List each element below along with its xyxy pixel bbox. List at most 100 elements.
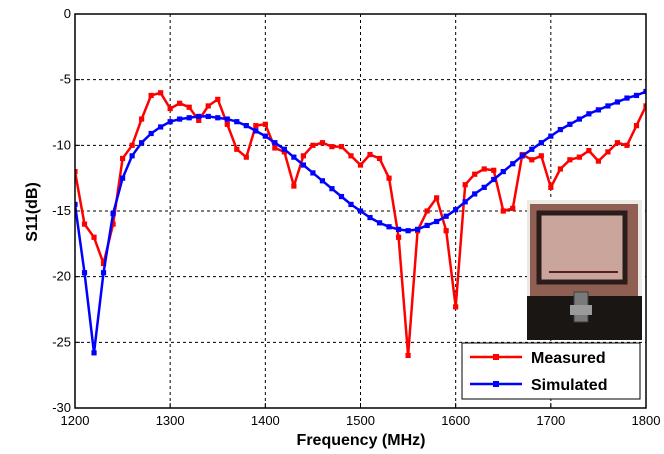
legend-measured-marker — [493, 354, 499, 360]
inset-connector-nut — [570, 305, 592, 315]
measured-point — [148, 92, 154, 99]
simulated-point — [119, 175, 126, 181]
measured-point — [139, 116, 145, 122]
simulated-point — [272, 140, 278, 146]
inset-photo — [527, 200, 642, 340]
simulated-point — [405, 228, 411, 234]
measured-point — [557, 166, 563, 172]
series-layer — [75, 88, 646, 359]
x-tick-label: 1200 — [61, 413, 90, 428]
simulated-point — [281, 146, 287, 152]
simulated-point — [253, 128, 259, 134]
measured-point — [472, 171, 478, 177]
simulated-point — [348, 201, 354, 208]
measured-point — [262, 121, 268, 127]
measured-point — [81, 221, 88, 227]
simulated-point — [81, 270, 88, 276]
measured-point — [253, 123, 259, 129]
simulated-point — [491, 176, 497, 183]
x-tick-label: 1400 — [251, 413, 280, 428]
simulated-point — [633, 92, 640, 99]
measured-point — [567, 157, 573, 163]
measured-point — [310, 142, 316, 148]
simulated-point — [329, 186, 335, 192]
simulated-point — [91, 350, 97, 356]
measured-point — [586, 147, 592, 154]
legend-box — [461, 342, 641, 400]
simulated-point — [586, 111, 592, 117]
y-tick-label: -10 — [52, 137, 71, 152]
simulated-point — [262, 133, 268, 139]
simulated-point — [367, 214, 373, 221]
measured-point — [548, 184, 554, 190]
simulated-point — [453, 207, 459, 213]
y-axis-title: S11(dB) — [24, 182, 41, 242]
simulated-point — [443, 213, 449, 219]
simulated-point — [158, 124, 164, 130]
simulated-point — [110, 211, 116, 217]
measured-point — [319, 140, 326, 146]
x-tick-label: 1300 — [156, 413, 185, 428]
simulated-point — [472, 191, 478, 197]
measured-point — [272, 145, 278, 151]
inset-antenna-patch — [536, 210, 628, 285]
simulated-point — [319, 178, 326, 184]
simulated-point — [415, 226, 421, 232]
simulated-point — [595, 107, 602, 113]
simulated-point — [519, 153, 525, 159]
measured-point — [643, 103, 646, 109]
simulated-point — [624, 95, 630, 101]
simulated-point — [75, 201, 78, 208]
simulated-point — [357, 208, 364, 214]
simulated-point — [100, 270, 107, 276]
measured-point — [243, 154, 249, 160]
simulated-point — [243, 123, 249, 129]
simulated-point — [300, 162, 306, 168]
x-tick-label: 1700 — [536, 413, 565, 428]
measured-point — [633, 123, 640, 129]
simulated-point — [139, 140, 145, 146]
y-tick-label: -5 — [59, 72, 71, 87]
measured-point — [491, 167, 497, 173]
simulated-point — [224, 116, 230, 122]
simulated-point — [310, 170, 316, 176]
y-tick-label: -15 — [52, 203, 71, 218]
measured-point — [357, 162, 364, 168]
measured-point — [158, 90, 164, 96]
x-axis-title: Frequency (MHz) — [297, 432, 426, 449]
simulated-point — [557, 126, 563, 133]
measured-point — [614, 140, 621, 146]
y-axis-ticks: 0 -5 -10 -15 -20 -25 -30 — [52, 6, 80, 415]
simulated-point — [338, 193, 345, 200]
simulated-point — [177, 116, 183, 122]
legend-simulated-label: Simulated — [531, 377, 607, 394]
y-tick-label: -25 — [52, 334, 71, 349]
simulated-point — [576, 116, 582, 122]
x-axis-ticks: 1200 1300 1400 1500 1600 1700 1800 — [61, 403, 660, 428]
measured-point — [443, 228, 449, 234]
legend-simulated-marker — [493, 381, 499, 387]
measured-point — [538, 153, 544, 159]
simulated-point — [605, 103, 611, 109]
simulated-point — [529, 146, 535, 152]
simulated-point — [376, 220, 383, 226]
simulated-point — [643, 88, 646, 95]
measured-point — [500, 208, 506, 214]
simulated-point — [462, 199, 468, 205]
simulated-point — [167, 119, 173, 125]
measured-point — [605, 149, 611, 155]
measured-point — [510, 205, 516, 211]
measured-point — [386, 175, 392, 181]
measured-point — [624, 142, 630, 148]
simulated-point — [481, 184, 487, 190]
x-tick-label: 1500 — [346, 413, 375, 428]
simulated-point — [186, 115, 192, 121]
measured-point — [75, 169, 78, 175]
measured-point — [110, 221, 116, 227]
measured-point — [329, 144, 335, 150]
measured-point — [205, 103, 211, 109]
measured-point — [91, 234, 97, 240]
measured-point — [453, 304, 459, 310]
simulated-point — [148, 130, 154, 137]
x-tick-label: 1600 — [441, 413, 470, 428]
